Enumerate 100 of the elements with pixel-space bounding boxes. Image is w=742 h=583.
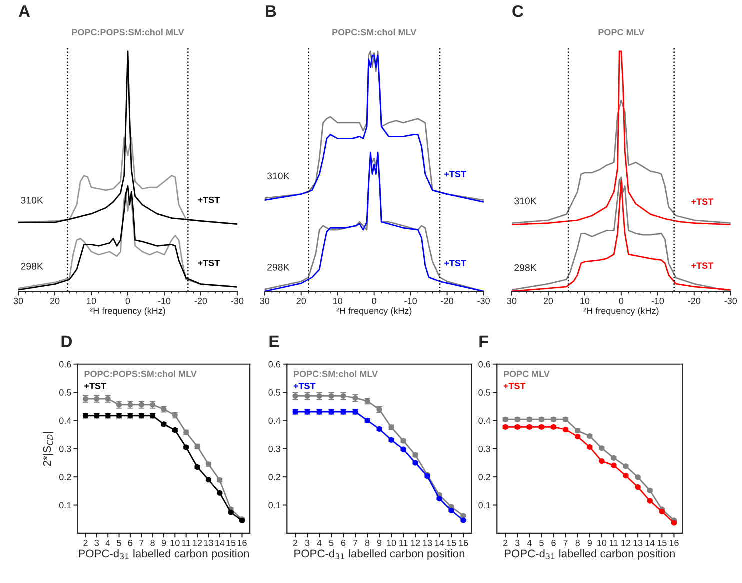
y-tick-label: 0.3 [478, 446, 490, 452]
text: +TST [504, 382, 526, 390]
x-tick-label: 10 [580, 298, 590, 304]
x-tick-label: 6 [341, 540, 346, 546]
x-tick-label: 15 [658, 540, 667, 546]
x-tick-label: 14 [435, 540, 444, 546]
x-tick-label: 30 [507, 298, 517, 304]
x-tick-label: 20 [50, 298, 60, 304]
x-tick-label: 11 [182, 540, 191, 546]
x-tick-label: 9 [162, 540, 166, 546]
x-axis-title: POPC-d$_{31}$ labelled carbon position [505, 550, 675, 560]
x-axis-title: ²H frequency (kHz) [584, 308, 659, 316]
y-tick-label: 0.6 [59, 361, 72, 368]
series-label: +TST [444, 171, 466, 178]
x-tick-label: -20 [441, 298, 454, 304]
series-label: +TST [198, 260, 220, 266]
x-tick-label: 9 [588, 540, 592, 546]
y-tick-label: 0.2 [478, 474, 490, 480]
text: A [18, 6, 30, 18]
x-tick-label: 5 [329, 540, 334, 546]
annotation: 310K [267, 172, 290, 180]
x-tick-label: 2 [293, 540, 298, 546]
x-axis-title: ²H frequency (kHz) [90, 308, 166, 316]
text: C [512, 5, 524, 18]
series-label: +TST [692, 198, 714, 206]
x-tick-label: 30 [14, 298, 24, 304]
x-tick-label: 13 [204, 540, 214, 546]
x-tick-label: 6 [128, 540, 133, 546]
series-label: +TST [198, 196, 220, 204]
x-tick-label: 0 [126, 298, 130, 304]
x-tick-label: 8 [576, 540, 580, 546]
x-tick-label: 10 [87, 298, 96, 304]
y-tick-label: 0.5 [478, 390, 491, 396]
y-tick-label: 0.1 [268, 502, 280, 509]
x-tick-label: 20 [544, 298, 554, 304]
x-tick-label: -30 [724, 298, 738, 304]
chart-title: POPC MLV [598, 29, 645, 36]
annotation: 310K [514, 198, 537, 205]
x-tick-label: 15 [447, 540, 456, 546]
x-tick-label: -10 [158, 298, 171, 304]
x-tick-label: 16 [670, 540, 679, 546]
y-tick-label: 0.2 [59, 474, 72, 480]
x-tick-label: -20 [194, 298, 208, 304]
x-tick-label: 16 [238, 540, 247, 546]
x-tick-label: 3 [515, 540, 520, 546]
series-label: POPC:SM:chol MLV [294, 370, 378, 378]
series-label: +TST [692, 262, 714, 270]
x-tick-label: 8 [150, 540, 155, 546]
text: +TST [84, 382, 106, 390]
x-tick-label: 4 [106, 540, 110, 546]
y-tick-label: 0.4 [478, 418, 491, 424]
x-tick-label: 9 [377, 540, 382, 546]
annotation: 298K [21, 263, 44, 270]
series-label: +TST [444, 260, 466, 267]
y-tick-label: 0.3 [59, 446, 72, 452]
x-tick-label: 10 [334, 298, 343, 304]
y-tick-label: 0.5 [268, 390, 281, 396]
x-tick-label: 5 [117, 540, 122, 546]
text: POPC:POPS:SM:chol MLV [84, 370, 197, 378]
x-tick-label: 10 [170, 540, 180, 546]
y-tick-label: 0.5 [59, 390, 72, 396]
x-tick-label: -30 [231, 298, 244, 304]
text: +TST [294, 382, 316, 390]
x-axis-title: POPC-d$_{31}$ labelled carbon position [294, 550, 465, 560]
x-tick-label: 12 [411, 540, 420, 546]
y-tick-label: 0.2 [268, 474, 280, 480]
x-tick-label: 12 [193, 540, 202, 546]
x-tick-label: -10 [404, 298, 417, 304]
x-tick-label: 4 [317, 540, 322, 546]
x-tick-label: 7 [564, 540, 568, 546]
text: E [270, 336, 280, 348]
y-tick-label: 0.4 [268, 418, 281, 424]
x-tick-label: 5 [540, 540, 544, 546]
x-tick-label: 4 [527, 540, 532, 546]
x-tick-label: 2 [84, 540, 88, 546]
y-tick-label: 0.1 [59, 502, 72, 509]
annotation: 298K [268, 264, 290, 271]
annotation: 310K [21, 196, 44, 204]
x-tick-label: 14 [216, 540, 225, 546]
x-tick-label: -10 [652, 298, 664, 304]
y-tick-label: 0.1 [478, 502, 490, 509]
x-tick-label: 13 [423, 540, 432, 546]
text: D [62, 336, 72, 348]
x-axis-title: ²H frequency (kHz) [336, 308, 412, 316]
x-tick-label: 2 [504, 540, 508, 546]
x-tick-label: 11 [400, 540, 408, 546]
y-axis-title: 2*|S$_{CD}$| [43, 432, 54, 466]
chart-title: POPC:POPS:SM:chol MLV [72, 28, 184, 36]
x-tick-label: 11 [610, 540, 618, 546]
x-tick-label: 8 [365, 540, 370, 546]
x-tick-label: -30 [478, 298, 490, 304]
text: POPC MLV [504, 370, 550, 378]
x-tick-label: 0 [372, 298, 376, 304]
x-tick-label: 20 [296, 298, 306, 304]
y-tick-label: 0.6 [268, 361, 281, 368]
text: B [266, 6, 276, 18]
x-tick-label: 7 [140, 540, 144, 546]
x-tick-label: 3 [94, 540, 100, 546]
x-tick-label: 16 [459, 540, 468, 546]
x-tick-label: 12 [622, 540, 631, 546]
